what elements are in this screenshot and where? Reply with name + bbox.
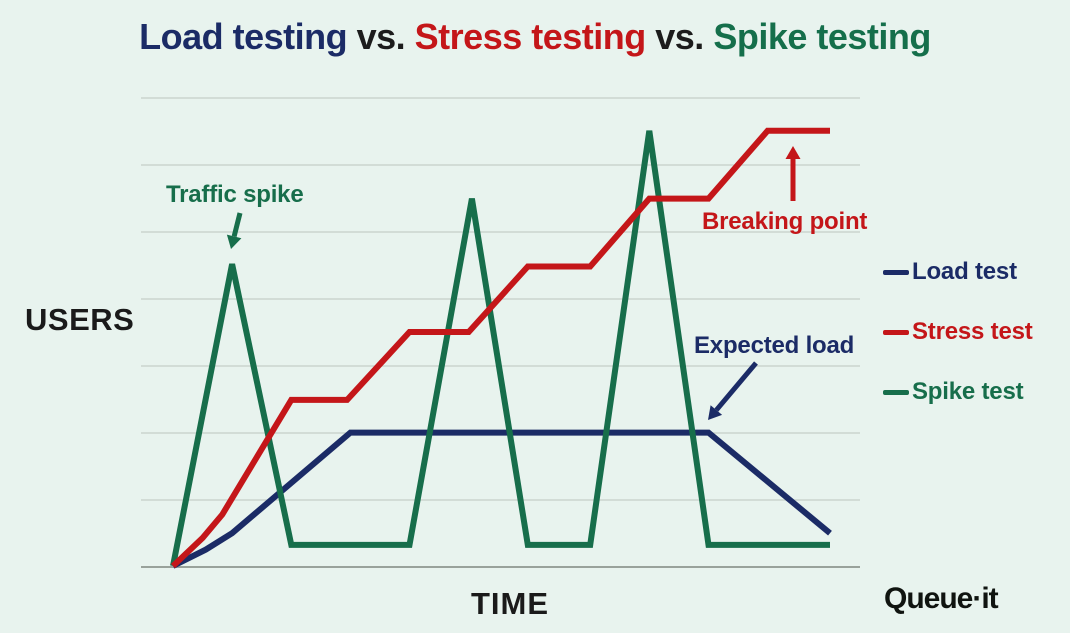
- brand-logo: Queue·it: [884, 582, 999, 615]
- title-spike-testing: Spike testing: [713, 16, 931, 57]
- title-separator: vs.: [347, 16, 415, 57]
- series-line-spike-test: [170, 130, 830, 567]
- traffic-spike-arrow-head: [226, 234, 242, 249]
- legend-item-stress-test: Stress test: [883, 318, 1033, 346]
- expected-load-arrow-head: [708, 405, 723, 420]
- legend-swatch-spike-test: [883, 389, 909, 395]
- legend-label-load-test: Load test: [912, 258, 1017, 285]
- legend-item-load-test: Load test: [883, 258, 1017, 286]
- breaking-point-arrow-head: [785, 146, 801, 159]
- chart-title: Load testing vs. Stress testing vs. Spik…: [0, 16, 1070, 58]
- legend-swatch-stress-test: [883, 329, 909, 335]
- annotation-expected-load: Expected load: [694, 332, 855, 359]
- legend-label-stress-test: Stress test: [912, 318, 1033, 345]
- legend-label-spike-test: Spike test: [912, 378, 1024, 405]
- legend-swatch-load-test: [883, 269, 909, 275]
- traffic-spike-arrow: [231, 212, 243, 237]
- series-line-stress-test: [170, 127, 830, 569]
- annotation-traffic-spike: Traffic spike: [166, 181, 304, 208]
- expected-load-arrow: [714, 361, 758, 412]
- x-axis-label: TIME: [470, 586, 550, 621]
- annotation-breaking-point: Breaking point: [702, 208, 868, 235]
- legend-item-spike-test: Spike test: [883, 378, 1024, 406]
- y-axis-label: USERS: [25, 302, 135, 337]
- title-stress-testing: Stress testing: [414, 16, 647, 57]
- series-line-load-test: [171, 429, 832, 569]
- title-load-testing: Load testing: [139, 16, 348, 57]
- title-separator: vs.: [645, 16, 714, 57]
